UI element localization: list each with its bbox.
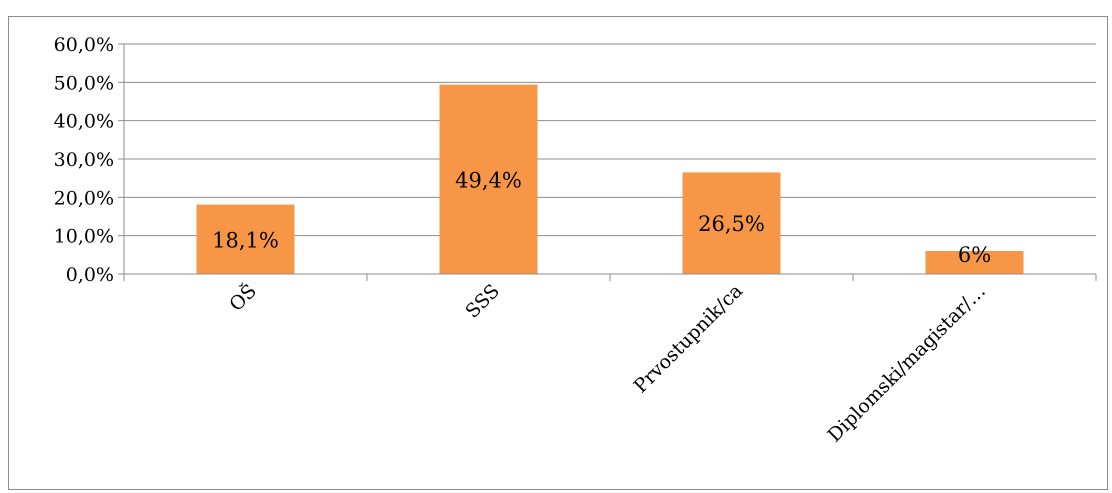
x-category-label: SSS [461,280,504,323]
y-tick-label: 10,0% [54,226,114,248]
y-tick-label: 40,0% [54,111,114,133]
y-tick-label: 60,0% [54,34,114,56]
y-tick-label: 0,0% [66,264,114,286]
data-label: 26,5% [698,212,765,236]
data-label: 18,1% [212,228,279,252]
x-category-label: OŠ [225,279,261,315]
data-label: 6% [958,243,991,267]
y-tick-label: 30,0% [54,149,114,171]
x-category-label: Diplomski/magistar/… [823,280,990,447]
axes [118,43,1097,281]
x-category-labels: OŠ SSS Prvostupnik/ca Diplomski/magistar/… [225,279,990,446]
y-tick-labels: 0,0% 10,0% 20,0% 30,0% 40,0% 50,0% 60,0% [54,34,114,286]
bar [196,204,295,274]
y-tick-label: 20,0% [54,187,114,209]
bar [682,172,781,274]
data-labels: 18,1% 49,4% 26,5% 6% [212,168,991,267]
bar [439,84,538,274]
bars [196,84,1024,274]
y-tick-label: 50,0% [54,72,114,94]
chart-frame [8,16,1108,490]
x-category-label: Prvostupnik/ca [630,280,747,397]
bar [925,251,1024,274]
data-label: 49,4% [455,168,522,192]
